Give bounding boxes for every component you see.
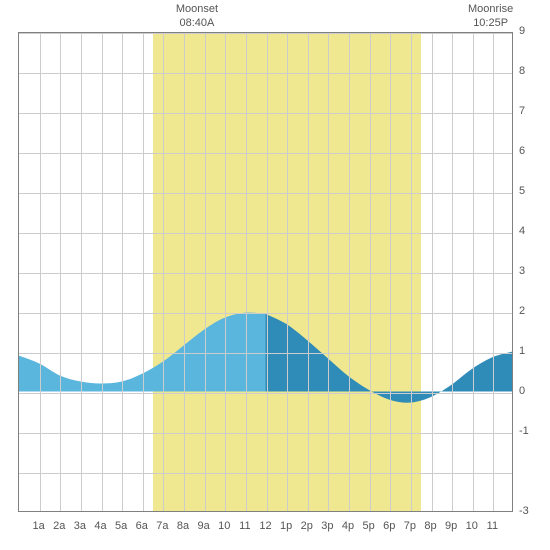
moonset-label: Moonset 08:40A <box>176 2 218 31</box>
x-tick-label: 1a <box>33 520 45 532</box>
x-tick-label: 4a <box>94 520 106 532</box>
x-tick-label: 9p <box>445 520 457 532</box>
y-tick-label: 5 <box>519 185 525 197</box>
x-tick-label: 5a <box>115 520 127 532</box>
x-tick-label: 2p <box>301 520 313 532</box>
x-tick-label: 10 <box>466 520 478 532</box>
x-tick-label: 2a <box>53 520 65 532</box>
y-tick-label: 2 <box>519 305 525 317</box>
y-tick-label: 0 <box>519 385 525 397</box>
moonrise-label: Moonrise 10:25P <box>468 2 513 31</box>
x-tick-label: 1p <box>280 520 292 532</box>
grid-line-vertical <box>143 33 144 511</box>
y-tick-label: 6 <box>519 145 525 157</box>
y-tick-label: 3 <box>519 265 525 277</box>
y-tick-label: 4 <box>519 225 525 237</box>
daylight-band <box>153 33 421 511</box>
x-tick-label: 6p <box>383 520 395 532</box>
x-tick-label: 12 <box>259 520 271 532</box>
grid-line-vertical <box>122 33 123 511</box>
grid-line-vertical <box>493 33 494 511</box>
grid-line-vertical <box>40 33 41 511</box>
grid-line-vertical <box>60 33 61 511</box>
tide-chart: 1a2a3a4a5a6a7a8a9a1011121p2p3p4p5p6p7p8p… <box>0 0 550 550</box>
x-tick-label: 8p <box>424 520 436 532</box>
x-tick-label: 7a <box>156 520 168 532</box>
x-tick-label: 11 <box>239 520 250 532</box>
x-tick-label: 6a <box>136 520 148 532</box>
y-tick-label: -1 <box>519 425 529 437</box>
y-tick-label: 8 <box>519 65 525 77</box>
x-tick-label: 9a <box>198 520 210 532</box>
grid-line-vertical <box>432 33 433 511</box>
y-tick-label: 1 <box>519 345 525 357</box>
x-tick-label: 8a <box>177 520 189 532</box>
grid-line-vertical <box>452 33 453 511</box>
x-tick-label: 7p <box>404 520 416 532</box>
x-tick-label: 4p <box>342 520 354 532</box>
x-tick-label: 10 <box>218 520 230 532</box>
x-tick-label: 3p <box>321 520 333 532</box>
grid-line-vertical <box>81 33 82 511</box>
y-tick-label: -3 <box>519 505 529 517</box>
grid-line-vertical <box>473 33 474 511</box>
grid-line-vertical <box>102 33 103 511</box>
x-tick-label: 5p <box>363 520 375 532</box>
x-tick-label: 11 <box>487 520 498 532</box>
y-tick-label: 9 <box>519 25 525 37</box>
y-tick-label: 7 <box>519 105 525 117</box>
x-tick-label: 3a <box>74 520 86 532</box>
plot-area <box>18 32 513 512</box>
